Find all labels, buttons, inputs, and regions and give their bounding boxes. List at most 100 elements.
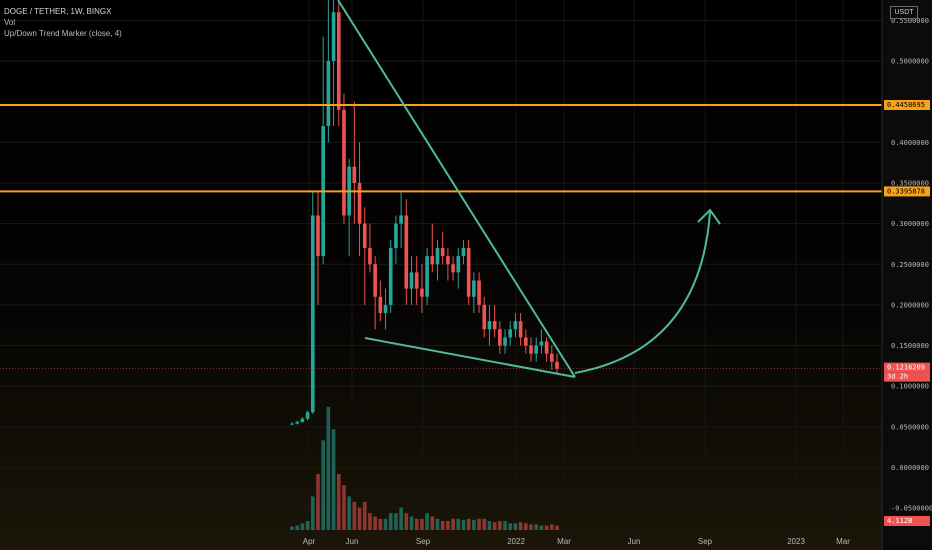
last-price-tag: 0.1216209 — [887, 364, 925, 372]
trend-drawings[interactable] — [337, 0, 721, 378]
candle-body — [472, 280, 476, 297]
indicator-legend[interactable]: Up/Down Trend Marker (close, 4) — [4, 29, 122, 38]
candle-body — [544, 341, 549, 354]
volume-bar — [357, 507, 362, 530]
resistance-1-tag: 0.4458695 — [887, 101, 925, 109]
candle-body — [414, 272, 419, 289]
volume-bar — [399, 507, 403, 530]
price-tick-label: 0.0000000 — [891, 464, 929, 472]
candle-body — [409, 272, 414, 289]
volume-bar — [321, 440, 325, 530]
volume-bar — [446, 521, 450, 530]
candle-body — [451, 264, 455, 273]
currency-label[interactable]: USDT — [890, 6, 918, 19]
countdown-tag: 3d 2h — [887, 373, 908, 381]
resistance-2-tag-bg — [884, 186, 930, 197]
volume-bar — [440, 521, 445, 530]
volume-bar — [316, 474, 320, 530]
time-tick-label: Mar — [836, 537, 850, 546]
horizontal-levels[interactable] — [0, 104, 882, 369]
candle-body — [290, 423, 294, 425]
time-tick-label: Sep — [416, 537, 431, 546]
candle-body — [295, 421, 300, 424]
candle-body — [316, 215, 320, 257]
symbol-title[interactable]: DOGE / TETHER, 1W, BINGX — [4, 7, 112, 16]
candle-body — [378, 296, 383, 314]
candle-body — [508, 329, 513, 338]
price-tick-label: -0.0500000 — [891, 505, 932, 513]
volume-bar — [430, 516, 435, 530]
volume-bar — [331, 429, 336, 530]
volume-bar — [300, 523, 305, 530]
candle-body — [492, 321, 497, 330]
price-tick-label: 0.1500000 — [891, 342, 929, 350]
countdown-tag-bg — [884, 372, 930, 382]
candle-body — [513, 321, 518, 330]
candle-body — [336, 12, 341, 110]
price-tick-label: 0.3000000 — [891, 220, 929, 228]
volume-bar — [420, 518, 424, 530]
upper-trendline[interactable] — [337, 0, 576, 378]
chart-legend: DOGE / TETHER, 1W, BINGX Vol Up/Down Tre… — [4, 6, 122, 39]
volume-bar — [310, 496, 315, 530]
volume-bar — [326, 406, 331, 530]
last-price-tag-bg — [884, 362, 930, 373]
candle-body — [555, 361, 559, 369]
price-axis[interactable]: 0.5500000 0.5000000 0.4000000 0.3500000 0.30… — [881, 0, 932, 550]
candle-body — [342, 109, 346, 216]
volume-bar — [352, 502, 357, 530]
volume-bar — [544, 525, 549, 530]
time-tick-label: 2022 — [507, 537, 525, 546]
candle-body — [503, 337, 507, 346]
volume-bar — [295, 525, 300, 530]
volume-bar — [378, 518, 383, 530]
candle-body — [466, 247, 471, 297]
time-tick-label: Sep — [698, 537, 713, 546]
volume-bar — [472, 519, 476, 530]
time-axis[interactable]: Apr Jun Sep 2022 Mar Jun Sep 2023 Mar — [303, 537, 850, 546]
volume-bar — [409, 516, 414, 530]
volume-bars — [290, 406, 559, 530]
volume-bar — [290, 526, 294, 530]
volume-bar — [394, 513, 398, 530]
volume-bar — [383, 518, 388, 530]
price-tick-label: 0.4000000 — [891, 139, 929, 147]
candle-body — [446, 256, 450, 265]
volume-bar — [549, 524, 554, 530]
price-tick-label: 0.2500000 — [891, 261, 929, 269]
volume-bar — [477, 518, 481, 530]
time-tick-label: Jun — [628, 537, 641, 546]
lower-trendline[interactable] — [364, 337, 576, 378]
volume-bar — [388, 513, 393, 530]
projection-arrow[interactable] — [574, 211, 711, 374]
candle-body — [518, 321, 523, 338]
volume-bar — [498, 521, 502, 530]
candle-body — [373, 264, 377, 297]
volume-bar — [539, 525, 544, 530]
candle-body — [368, 247, 372, 265]
volume-bar — [347, 496, 351, 530]
candle-body — [394, 223, 398, 248]
price-tick-label: 0.1000000 — [891, 383, 929, 391]
volume-bar — [336, 474, 341, 530]
volume-bar — [518, 522, 523, 530]
time-tick-label: Jun — [346, 537, 359, 546]
resistance-2-tag: 0.3395878 — [887, 187, 925, 195]
candle-body — [331, 12, 336, 61]
candle-body — [404, 215, 409, 289]
volume-tag: 4.112B — [887, 517, 912, 525]
volume-legend[interactable]: Vol — [4, 18, 16, 27]
projection-arrowhead — [697, 208, 721, 225]
candle-body — [477, 280, 481, 305]
volume-bar — [524, 523, 528, 530]
candle-body — [435, 247, 440, 265]
candle-body — [425, 256, 429, 297]
candle-body — [524, 337, 528, 346]
candle-body — [352, 166, 357, 183]
volume-bar — [492, 522, 497, 530]
time-tick-label: 2023 — [787, 537, 805, 546]
volume-bar — [482, 518, 487, 530]
resistance-1-tag-bg — [884, 100, 930, 111]
